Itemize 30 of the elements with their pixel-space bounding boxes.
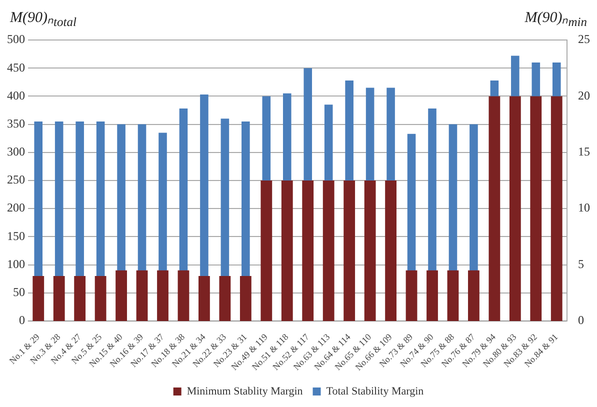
bar (426, 270, 438, 321)
y-tick-label: 250 (7, 172, 25, 187)
bar (178, 270, 190, 321)
y2-tick-label: 5 (578, 256, 584, 271)
bar (94, 276, 106, 321)
y-tick-label: 150 (7, 228, 25, 243)
y-tick-label: 0 (19, 313, 25, 328)
y-tick-label: 500 (7, 32, 25, 46)
bar (32, 276, 44, 321)
legend-label: Minimum Stablity Margin (186, 385, 304, 398)
y2-tick-label: 15 (578, 144, 590, 159)
y-tick-label: 350 (7, 116, 25, 130)
y-tick-label: 400 (7, 88, 25, 102)
y-tick-label: 50 (13, 285, 25, 300)
y-tick-label: 300 (7, 144, 25, 159)
bar (74, 276, 86, 321)
y-axis-title: M(90)ₙ$_{total}$ (10, 9, 76, 30)
y-tick-label: 450 (7, 60, 25, 74)
bar (198, 276, 210, 321)
bar (240, 276, 252, 321)
legend-label: Total Stability Margin (326, 385, 424, 398)
y2-axis-title: M(90)ₙ$_{min}$ (524, 9, 587, 30)
y-tick-label: 100 (7, 256, 25, 271)
bar (53, 276, 65, 321)
y2-tick-label: 20 (578, 88, 590, 102)
bar (219, 276, 231, 321)
y2-tick-label: 10 (578, 200, 590, 215)
y-tick-label: 200 (7, 200, 25, 215)
y2-tick-label: 25 (578, 32, 590, 46)
y2-tick-label: 0 (578, 313, 584, 328)
